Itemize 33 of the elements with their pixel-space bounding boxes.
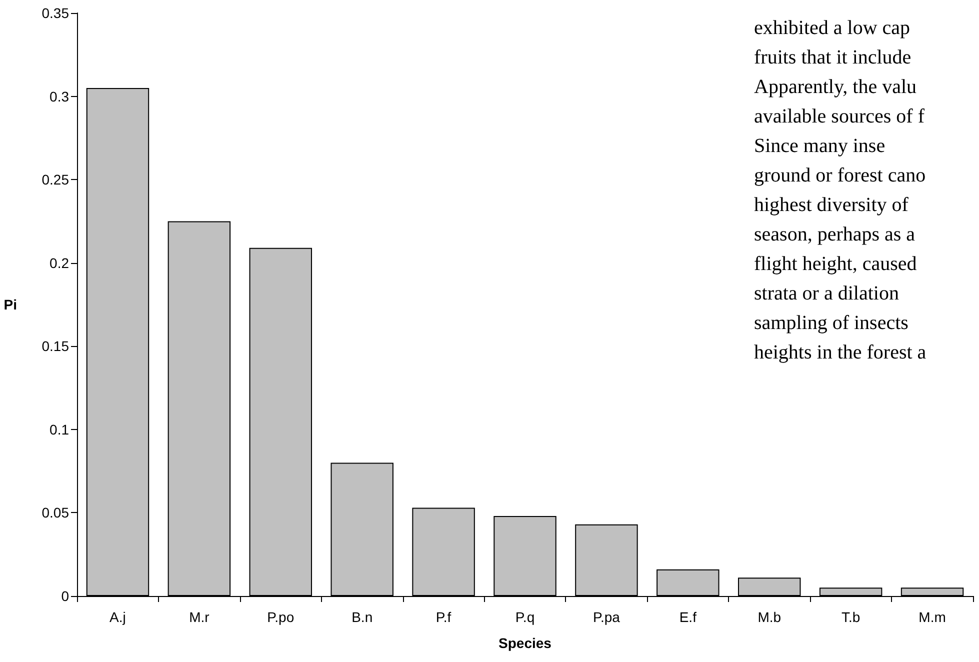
x-tick-label: B.n	[352, 609, 373, 625]
y-tick-label: 0.25	[42, 172, 70, 188]
y-tick-label: 0.05	[42, 504, 70, 521]
annotation: strata or a dilation	[754, 282, 899, 304]
x-tick-label: T.b	[841, 609, 860, 625]
annotation: available sources of f	[754, 106, 925, 128]
y-tick-label: 0.2	[50, 254, 70, 271]
y-tick-label: 0.3	[50, 88, 70, 104]
annotation: exhibited a low cap	[754, 17, 910, 39]
y-tick-label: 0.15	[42, 338, 70, 354]
annotation: fruits that it include	[754, 46, 912, 68]
annotation: season, perhaps as a	[754, 224, 916, 246]
y-tick-label: 0.1	[50, 421, 70, 438]
x-axis-title: Species	[498, 635, 552, 651]
y-axis-title: Pi	[4, 296, 17, 312]
x-tick-label: P.q	[515, 609, 535, 625]
annotation: highest diversity of	[754, 194, 909, 216]
annotation: sampling of insects	[754, 312, 909, 334]
x-tick-label: P.f	[436, 609, 452, 625]
y-tick-label: 0	[61, 588, 70, 604]
annotation: Since many inse	[754, 135, 886, 157]
annotation: ground or forest cano	[754, 164, 926, 186]
annotation: heights in the forest a	[754, 342, 926, 364]
x-tick-label: P.pa	[592, 609, 620, 625]
x-tick-label: M.r	[189, 609, 210, 625]
x-tick-label: M.m	[918, 609, 946, 625]
annotation: Apparently, the valu	[754, 76, 917, 98]
x-tick-label: E.f	[679, 609, 697, 625]
x-tick-label: M.b	[758, 609, 782, 625]
x-tick-label: P.po	[267, 609, 294, 625]
y-tick-label: 0.35	[42, 5, 70, 21]
annotation: flight height, caused	[754, 253, 917, 275]
x-tick-label: A.j	[110, 609, 126, 625]
